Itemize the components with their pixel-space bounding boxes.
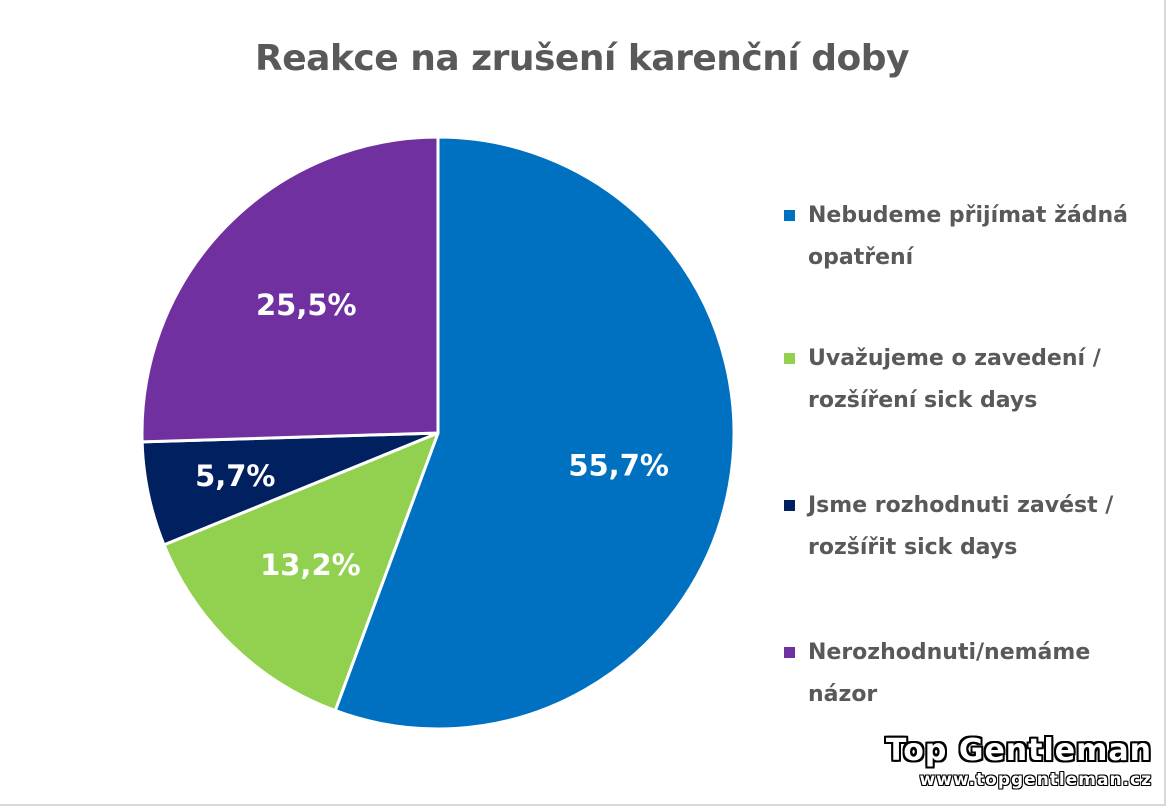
label-nebudeme: 55,7% [568,448,669,482]
legend-text-line-2: opatření [808,245,914,270]
legend-text-line-2: názor [808,682,878,707]
legend-swatch [784,500,795,511]
slice-uvazujeme [162,431,440,713]
watermark-url: www.topgentleman.cz [919,770,1152,790]
watermark: Top Gentleman www.topgentleman.cz [886,733,1152,790]
legend-text-line-1: Jsme rozhodnuti zavést / [808,493,1114,518]
slice-nebudeme [333,135,736,731]
legend-swatch [784,210,795,221]
legend-text-line-1: Uvažujeme o zavedení / [808,346,1101,371]
legend-swatch [784,647,795,658]
label-rozhodnuti: 5,7% [195,459,275,493]
legend-item-rozhodnuti: Jsme rozhodnuti zavést / rozšířit sick d… [784,485,1154,569]
label-nerozhodnuti: 25,5% [256,288,357,322]
slice-nerozhodnuti [140,135,440,444]
legend-text-line-2: rozšířit sick days [808,535,1018,560]
legend-text-line-1: Nebudeme přijímat žádná [808,203,1128,228]
legend-text-line-2: rozšíření sick days [808,388,1038,413]
legend-item-nerozhodnuti: Nerozhodnuti/nemáme názor [784,632,1154,716]
legend-item-nebudeme: Nebudeme přijímat žádná opatření [784,195,1154,279]
label-uvazujeme: 13,2% [260,548,361,582]
legend-swatch [784,353,795,364]
watermark-brand: Top Gentleman [885,733,1152,768]
chart-legend: Nebudeme přijímat žádná opatření Uvažuje… [784,195,1154,716]
chart-title: Reakce na zrušení karenční doby [255,38,909,79]
legend-text-line-1: Nerozhodnuti/nemáme [808,640,1091,665]
legend-item-uvazujeme: Uvažujeme o zavedení / rozšíření sick da… [784,338,1154,422]
